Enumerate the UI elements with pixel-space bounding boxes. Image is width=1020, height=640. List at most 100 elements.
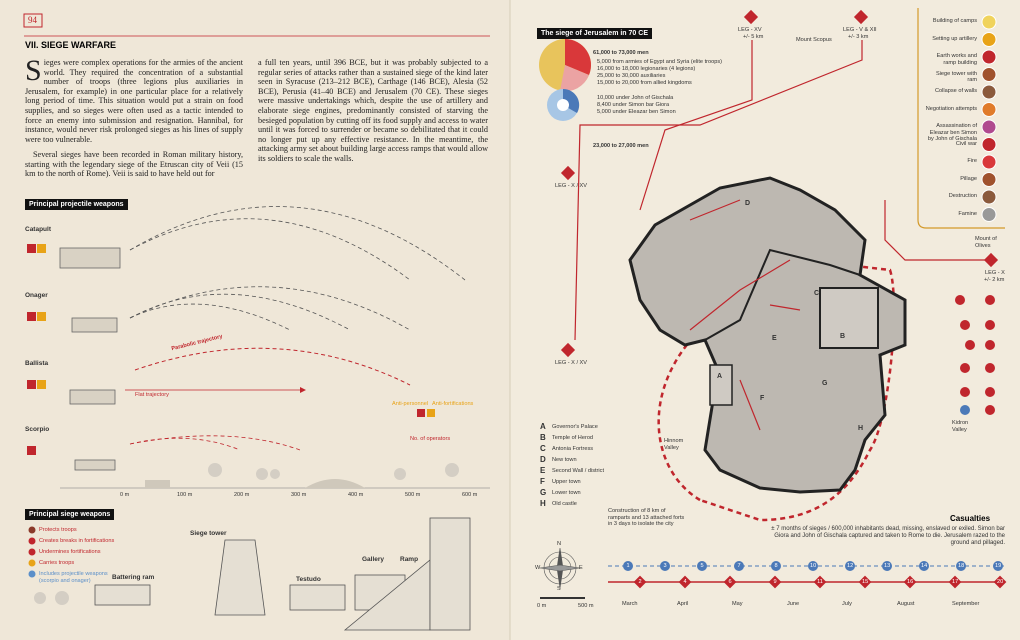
- event-icon: [981, 189, 997, 205]
- key-letter: C: [540, 444, 546, 453]
- legend-item: Creates breaks in fortifications: [39, 538, 115, 544]
- event-number: 16: [907, 579, 914, 585]
- month-label: June: [787, 601, 800, 607]
- section-label: Principal projectile weapons: [25, 199, 128, 210]
- hills: [145, 479, 365, 488]
- weapon-name: Onager: [25, 292, 48, 299]
- month-label: July: [842, 601, 852, 607]
- siege-weapon-name: Battering ram: [112, 574, 155, 581]
- legend-item: Negotiation attempts: [925, 105, 977, 112]
- legend-frame: [917, 8, 1005, 229]
- event-number: 5: [700, 563, 704, 569]
- page-number: 94: [28, 15, 37, 25]
- event-icon: [981, 14, 997, 30]
- event-number: 13: [884, 563, 891, 569]
- map-label: LEG - X / XV: [555, 183, 588, 189]
- siege-drawings: [94, 517, 471, 631]
- event-marker: [919, 561, 929, 571]
- event-number: 14: [921, 563, 928, 569]
- legend-item: Pillage: [960, 175, 977, 182]
- district-letter: G: [822, 380, 828, 387]
- key-letter: G: [540, 488, 547, 497]
- weapon-icons: [27, 244, 435, 455]
- event-number: 19: [995, 563, 1002, 569]
- forces-item: 15,000 to 20,000 from allied kingdoms: [597, 80, 692, 86]
- event-number: 18: [958, 563, 965, 569]
- key-name: Temple of Herod: [552, 435, 594, 441]
- legend-item: Building of camps: [932, 18, 977, 24]
- event-marker: [808, 561, 818, 571]
- key-name: Governor's Palace: [552, 424, 598, 430]
- event-number: 3: [663, 563, 667, 569]
- key-name: Lower town: [552, 490, 581, 496]
- heading: VII. SIEGE WARFARE: [25, 40, 117, 50]
- event-marker: [882, 561, 892, 571]
- event-number: 4: [683, 579, 687, 585]
- key-name: New town: [552, 457, 577, 463]
- distance-tick: 100 m: [177, 492, 193, 498]
- legend-item: Civil war: [955, 140, 977, 147]
- circumvallation: [657, 253, 896, 522]
- key-name: Antonia Fortress: [552, 446, 594, 452]
- legend-item: Destruction: [948, 193, 977, 199]
- siege-weapon-name: Ramp: [400, 556, 419, 563]
- siege-weapon-name: Siege tower: [190, 530, 227, 537]
- month-label: April: [677, 601, 689, 607]
- district-letter: D: [745, 200, 751, 207]
- distance-tick: 600 m: [462, 492, 478, 498]
- map-label: Hinnom Valley: [664, 438, 684, 451]
- district-letter: H: [858, 425, 864, 432]
- weapon-name: Catapult: [25, 226, 51, 233]
- forces-pies: [539, 39, 591, 121]
- compass-letter: E: [579, 565, 583, 571]
- legend-label: No. of operators: [410, 436, 451, 442]
- month-label: September: [952, 601, 980, 607]
- legend-item: Setting up artillery: [932, 35, 977, 42]
- siege-weapon-name: Gallery: [362, 556, 385, 563]
- district-letter: E: [772, 335, 777, 342]
- event-number: 15: [862, 579, 869, 585]
- forces-item: 16,000 to 18,000 legionaries (4 legions): [597, 66, 696, 72]
- event-number: 17: [952, 579, 959, 585]
- legend-item: Famine: [958, 210, 977, 217]
- month-label: May: [732, 601, 743, 607]
- legend-item: Protects troops: [39, 527, 77, 533]
- weapon-drawings: [59, 247, 121, 471]
- district-letter: C: [814, 290, 820, 297]
- month-label: August: [897, 601, 915, 607]
- forces-item: 10,000 under John of Gischala: [597, 95, 674, 101]
- compass: [539, 547, 581, 589]
- key-letter: A: [540, 422, 546, 431]
- legend-item: Includes projectile weapons (scorpio and…: [39, 571, 108, 584]
- map-label: LEG - X: [985, 270, 1005, 276]
- paragraph: Sieges were complex operations for the a…: [25, 54, 243, 144]
- event-marker: [845, 561, 855, 571]
- arrowhead: [300, 387, 306, 393]
- event-number: 9: [773, 579, 777, 585]
- event-number: 10: [810, 563, 817, 569]
- trajectories: [129, 206, 466, 451]
- event-marker: [993, 561, 1003, 571]
- attack-lines: [574, 40, 990, 431]
- legend-label: Anti-fortifications: [432, 401, 474, 407]
- event-marker: [623, 561, 633, 571]
- legend-item: Collapse of walls: [935, 88, 977, 94]
- event-number: 6: [728, 579, 732, 585]
- distance-tick: 300 m: [291, 492, 307, 498]
- event-icon: [981, 67, 997, 82]
- map-label: +/- 3 km: [848, 34, 869, 40]
- map-label: Mount of Olives: [975, 236, 997, 249]
- event-number: 8: [774, 563, 778, 569]
- paragraph: a full ten years, until 396 BCE, but it …: [258, 58, 488, 163]
- compass-letter: N: [557, 541, 562, 547]
- temple: [819, 287, 879, 349]
- map-title: The siege of Jerusalem in 70 CE: [537, 28, 652, 39]
- event-number: 1: [626, 563, 630, 569]
- scale-label: 0 m: [537, 603, 547, 609]
- event-icon: [981, 119, 997, 135]
- forces-item: 25,000 to 30,000 auxiliaries: [597, 73, 666, 79]
- map-label: LEG - V & XII: [843, 27, 877, 33]
- event-icon: [981, 207, 997, 222]
